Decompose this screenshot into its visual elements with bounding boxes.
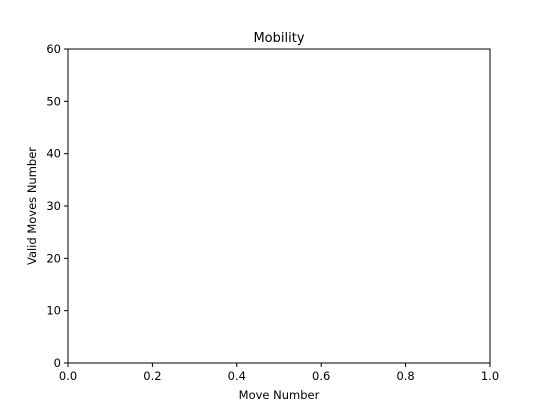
y-axis-label: Valid Moves Number xyxy=(25,147,39,265)
x-tick-label: 0.2 xyxy=(143,369,161,383)
y-tick-label: 50 xyxy=(46,94,61,108)
chart-title: Mobility xyxy=(253,31,304,46)
y-tick-label: 0 xyxy=(54,356,61,370)
x-tick-label: 0.0 xyxy=(59,369,77,383)
y-tick-label: 20 xyxy=(46,251,61,265)
x-tick-label: 1.0 xyxy=(481,369,499,383)
y-tick-label: 10 xyxy=(46,304,61,318)
x-axis-label: Move Number xyxy=(239,388,320,402)
y-tick-label: 40 xyxy=(46,147,61,161)
x-tick-label: 0.6 xyxy=(312,369,330,383)
x-tick-label: 0.4 xyxy=(228,369,246,383)
x-tick-label: 0.8 xyxy=(396,369,414,383)
y-tick-label: 30 xyxy=(46,199,61,213)
plot-area xyxy=(68,49,490,363)
y-tick-label: 60 xyxy=(46,42,61,56)
